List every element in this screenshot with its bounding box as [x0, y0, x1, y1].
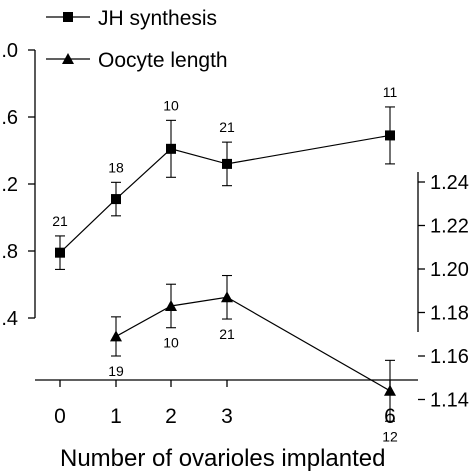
- data-point-triangle: [62, 53, 74, 64]
- sample-size-label: 21: [219, 326, 235, 342]
- x-axis-label: Number of ovarioles implanted: [60, 445, 386, 472]
- right-y-tick-label: 1.22: [430, 216, 469, 238]
- series-line: [59, 134, 391, 254]
- right-y-tick-label: 1.14: [430, 390, 469, 412]
- sample-size-label: 10: [163, 97, 179, 113]
- x-tick-label: 0: [54, 405, 66, 428]
- sample-size-label: 21: [52, 213, 68, 229]
- sample-size-label: 10: [163, 335, 179, 351]
- left-y-tick-label: .6: [1, 107, 18, 129]
- axes: .0.6.2.8.41.241.221.201.181.161.140 1 2 3 6: [1, 40, 469, 428]
- sample-size-label: 11: [383, 84, 398, 100]
- left-y-tick-label: .8: [1, 241, 18, 263]
- left-y-tick-label: .2: [1, 174, 18, 196]
- data-point-triangle: [221, 291, 233, 303]
- data-point-triangle: [384, 384, 396, 396]
- right-y-tick-label: 1.18: [430, 303, 469, 325]
- series-jh-synthesis: 21 18 10 21 11: [52, 84, 398, 270]
- data-point-square: [111, 194, 121, 205]
- data-point-square: [63, 12, 73, 22]
- data-point-square: [166, 143, 176, 154]
- right-y-tick-label: 1.20: [430, 259, 469, 281]
- left-y-tick-label: .4: [1, 308, 18, 330]
- right-y-tick-label: 1.24: [430, 172, 469, 194]
- data-point-triangle: [165, 299, 177, 311]
- left-y-tick-label: .0: [1, 40, 18, 62]
- data-point-triangle: [110, 330, 122, 342]
- legend: JH synthesis Oocyte length: [46, 7, 228, 72]
- data-point-square: [55, 247, 65, 258]
- x-tick-label: 3: [221, 405, 233, 428]
- data-point-square: [222, 158, 232, 169]
- sample-size-label: 12: [382, 428, 398, 444]
- right-y-tick-label: 1.16: [430, 346, 469, 368]
- series-line: [115, 296, 391, 392]
- sample-size-label: 19: [108, 363, 124, 379]
- x-tick-label: 2: [165, 405, 177, 428]
- data-point-square: [385, 130, 395, 141]
- x-tick-label: 1: [110, 405, 122, 428]
- sample-size-label: 18: [108, 159, 124, 175]
- legend-label: Oocyte length: [98, 49, 228, 72]
- sample-size-label: 21: [219, 119, 235, 135]
- legend-label: JH synthesis: [98, 7, 217, 30]
